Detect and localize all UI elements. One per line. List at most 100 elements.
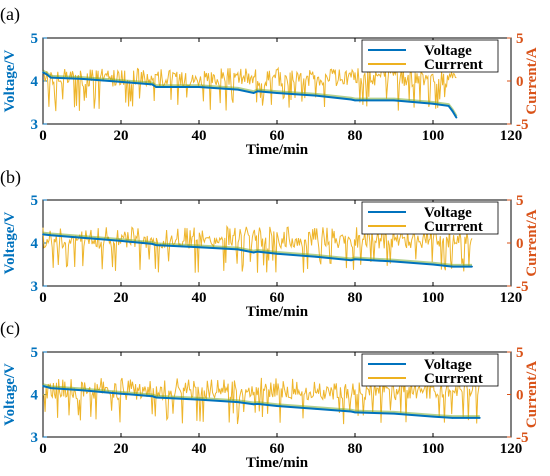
y-left-tick-label: 4 [31, 236, 39, 252]
voltage-point [471, 265, 473, 268]
voltage-point [256, 403, 259, 405]
voltage-point [42, 233, 44, 236]
x-axis-label: Time/min [246, 304, 309, 320]
x-tick-label: 40 [192, 128, 207, 144]
voltage-point [46, 73, 48, 76]
panel-label: (b) [0, 167, 21, 188]
x-tick-label: 40 [192, 441, 207, 457]
x-tick-label: 120 [500, 290, 523, 306]
legend-label-current: Currrent [424, 371, 483, 387]
voltage-point [478, 417, 481, 419]
voltage-point [237, 88, 239, 91]
voltage-point [393, 99, 395, 102]
x-tick-label: 20 [114, 290, 129, 306]
voltage-point [432, 102, 434, 105]
legend-box [361, 39, 499, 73]
y-right-tick-label: -5 [516, 117, 529, 133]
voltage-point [42, 385, 44, 387]
voltage-point [447, 105, 450, 107]
voltage-point [49, 76, 52, 79]
series-current [42, 224, 473, 273]
y-right-tick-label: 0 [516, 74, 524, 90]
legend-label-current: Currrent [424, 219, 483, 235]
voltage-point [120, 240, 122, 242]
voltage-point [350, 98, 352, 101]
series-current [42, 377, 481, 425]
y-right-tick-label: 5 [516, 31, 524, 47]
legend-label-voltage: Voltage [424, 43, 472, 59]
y-right-axis-label: Current/A [524, 47, 540, 114]
voltage-point [237, 401, 239, 403]
voltage-point [252, 403, 255, 406]
voltage-line [42, 71, 458, 119]
y-left-axis-label: Voltage/V [2, 211, 18, 274]
voltage-point [393, 412, 395, 415]
voltage-point [120, 81, 122, 83]
y-left-tick-label: 3 [31, 430, 39, 446]
voltage-point [276, 252, 278, 255]
x-tick-label: 40 [192, 290, 207, 306]
legend-label-voltage: Voltage [424, 357, 472, 373]
voltage-point [315, 255, 317, 258]
voltage-shadow-line [42, 383, 480, 418]
x-tick-label: 60 [270, 128, 285, 144]
voltage-point [451, 265, 454, 268]
x-tick-label: 0 [39, 128, 47, 144]
voltage-point [237, 248, 239, 251]
y-right-tick-label: 5 [516, 193, 524, 209]
voltage-point [198, 86, 200, 88]
x-tick-label: 80 [348, 441, 363, 457]
x-tick-label: 60 [270, 441, 285, 457]
voltage-point [451, 417, 454, 419]
voltage-point [252, 251, 255, 254]
voltage-point [432, 263, 434, 266]
x-axis-label: Time/min [246, 142, 309, 158]
legend [361, 39, 499, 73]
y-right-tick-label: -5 [516, 279, 529, 295]
y-left-tick-label: 3 [31, 279, 39, 295]
y-left-tick-label: 5 [31, 31, 39, 47]
y-right-tick-label: 0 [516, 388, 524, 404]
x-tick-label: 0 [39, 290, 47, 306]
voltage-point [155, 244, 158, 247]
legend-label-current: Currrent [424, 57, 483, 73]
voltage-point [155, 396, 158, 399]
voltage-point [354, 258, 356, 261]
current-line [42, 224, 473, 273]
y-left-tick-label: 5 [31, 345, 39, 361]
x-tick-label: 20 [114, 441, 129, 457]
voltage-shadow-line [42, 231, 472, 267]
legend [361, 201, 499, 235]
y-right-axis-label: Current/A [524, 209, 540, 276]
voltage-point [42, 71, 44, 74]
voltage-point [256, 250, 259, 253]
voltage-point [276, 92, 278, 94]
x-tick-label: 120 [500, 128, 523, 144]
y-left-tick-label: 5 [31, 193, 39, 209]
x-tick-label: 60 [270, 290, 285, 306]
series-voltage [42, 231, 473, 268]
y-right-tick-label: -5 [516, 430, 529, 446]
voltage-point [151, 83, 154, 86]
voltage-point [315, 408, 317, 410]
voltage-point [455, 116, 458, 119]
y-left-axis-label: Voltage/V [2, 363, 18, 426]
legend-box [361, 201, 499, 235]
current-line [42, 377, 481, 425]
y-right-tick-label: 0 [516, 236, 524, 252]
voltage-point [276, 405, 278, 407]
y-left-tick-label: 3 [31, 117, 39, 133]
voltage-point [252, 92, 255, 94]
voltage-line [42, 385, 480, 419]
legend [361, 353, 499, 387]
voltage-point [81, 78, 83, 80]
voltage-point [393, 260, 395, 263]
voltage-point [120, 392, 122, 395]
legend-box [361, 353, 499, 387]
voltage-point [81, 389, 83, 392]
y-left-axis-label: Voltage/V [2, 49, 18, 112]
x-tick-label: 80 [348, 128, 363, 144]
y-right-axis-label: Current/A [524, 361, 540, 428]
x-tick-label: 100 [422, 290, 445, 306]
voltage-point [350, 259, 352, 262]
